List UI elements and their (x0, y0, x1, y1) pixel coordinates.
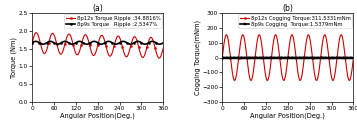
8p9s Torque   Ripple :2.5347% (134, 41, 139, 42)
Line: 8p12s Torque Ripple :34.8816%: 8p12s Torque Ripple :34.8816% (31, 32, 164, 59)
8p9s Torque   Ripple :2.5347% (30, 42, 34, 44)
8p12s Cogging Torque:311.5331mNm (224, 34, 228, 36)
X-axis label: Angular Position(Deg.): Angular Position(Deg.) (60, 112, 135, 119)
8p12s Cogging Torque:311.5331mNm (246, 69, 251, 71)
8p12s Torque Ripple :34.8816% (34, 32, 38, 34)
Y-axis label: Cogging Torque(mNm): Cogging Torque(mNm) (194, 20, 201, 95)
Legend: 8p12s Cogging Torque:311.5331mNm, 8p9s Cogging  Torque:1.5379mNm: 8p12s Cogging Torque:311.5331mNm, 8p9s C… (238, 14, 352, 28)
8p9s Torque   Ripple :2.5347% (117, 42, 121, 44)
8p12s Cogging Torque:311.5331mNm (220, 57, 225, 58)
8p12s Cogging Torque:311.5331mNm (307, 35, 311, 37)
8p9s Cogging  Torque:1.5379mNm (351, 57, 356, 58)
Line: 8p12s Cogging Torque:311.5331mNm: 8p12s Cogging Torque:311.5331mNm (221, 34, 355, 81)
8p12s Torque Ripple :34.8816% (74, 53, 78, 55)
8p12s Cogging Torque:311.5331mNm (264, 77, 268, 79)
8p12s Cogging Torque:311.5331mNm (324, 38, 328, 40)
8p12s Torque Ripple :34.8816% (59, 53, 64, 55)
8p12s Torque Ripple :34.8816% (146, 43, 150, 45)
8p9s Cogging  Torque:1.5379mNm (324, 57, 328, 59)
8p9s Cogging  Torque:1.5379mNm (336, 57, 340, 59)
8p12s Torque Ripple :34.8816% (161, 47, 165, 49)
8p12s Cogging Torque:311.5331mNm (347, 80, 352, 81)
Legend: 8p12s Torque Ripple :34.8816%, 8p9s Torque   Ripple :2.5347%: 8p12s Torque Ripple :34.8816%, 8p9s Torq… (64, 14, 162, 28)
Line: 8p9s Torque   Ripple :2.5347%: 8p9s Torque Ripple :2.5347% (31, 40, 164, 45)
8p12s Torque Ripple :34.8816% (56, 49, 60, 50)
8p9s Torque   Ripple :2.5347% (161, 42, 165, 44)
8p9s Torque   Ripple :2.5347% (59, 42, 64, 44)
8p9s Cogging  Torque:1.5379mNm (220, 57, 225, 58)
8p12s Cogging Torque:311.5331mNm (250, 79, 254, 81)
8p12s Torque Ripple :34.8816% (134, 38, 139, 39)
8p9s Cogging  Torque:1.5379mNm (250, 57, 254, 58)
Y-axis label: Torque (Nm): Torque (Nm) (11, 37, 17, 78)
X-axis label: Angular Position(Deg.): Angular Position(Deg.) (250, 112, 325, 119)
8p9s Cogging  Torque:1.5379mNm (221, 57, 225, 58)
8p9s Torque   Ripple :2.5347% (56, 43, 60, 45)
8p9s Torque   Ripple :2.5347% (34, 41, 38, 42)
8p9s Cogging  Torque:1.5379mNm (307, 57, 311, 59)
Title: (b): (b) (282, 4, 293, 13)
8p9s Cogging  Torque:1.5379mNm (264, 57, 268, 58)
8p9s Cogging  Torque:1.5379mNm (246, 57, 251, 58)
8p9s Torque   Ripple :2.5347% (74, 42, 78, 43)
8p12s Torque Ripple :34.8816% (30, 42, 34, 44)
8p12s Cogging Torque:311.5331mNm (336, 49, 340, 51)
8p12s Torque Ripple :34.8816% (157, 57, 161, 59)
8p12s Torque Ripple :34.8816% (117, 36, 121, 37)
Title: (a): (a) (92, 4, 103, 13)
8p9s Torque   Ripple :2.5347% (157, 43, 162, 45)
8p12s Cogging Torque:311.5331mNm (351, 57, 356, 58)
Line: 8p9s Cogging  Torque:1.5379mNm: 8p9s Cogging Torque:1.5379mNm (221, 56, 355, 59)
8p9s Torque   Ripple :2.5347% (146, 42, 150, 44)
8p9s Cogging  Torque:1.5379mNm (350, 57, 355, 59)
